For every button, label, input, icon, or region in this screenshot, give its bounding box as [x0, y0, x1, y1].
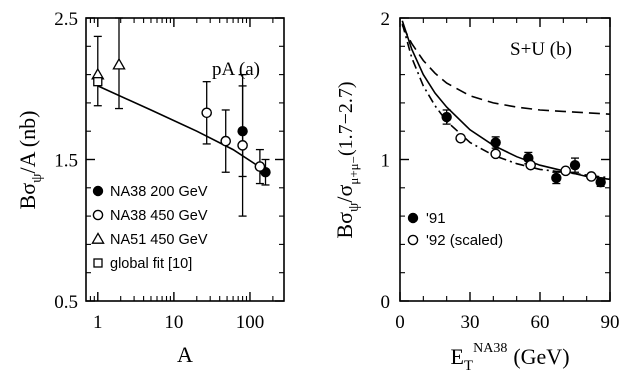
- panel-a-x-tick-label: 10: [164, 312, 183, 333]
- panel-a-data-point: [112, 57, 126, 70]
- panel-b-data-point: [595, 176, 606, 188]
- panel-b-legend-marker: [407, 212, 419, 224]
- panel-b-y-tick-label: 2: [381, 9, 391, 30]
- panel-a-legend-label: global fit [10]: [110, 256, 192, 272]
- panel-b-x-tick-label: 90: [601, 312, 620, 333]
- panel-b-data-point: [560, 165, 571, 177]
- panel-b-y-label-main: Bσ: [332, 212, 357, 239]
- panel-b-data-point: [525, 159, 536, 171]
- panel-a-label: pA (a): [212, 59, 260, 80]
- panel-a-legend-marker: [92, 185, 104, 197]
- panel-a-data-point: [254, 161, 266, 172]
- panel-b-legend-label: '92 (scaled): [426, 232, 503, 249]
- panel-b-y-tick-label: 1: [381, 151, 391, 172]
- panel-b-data-point: [441, 111, 452, 123]
- panel-b-x-tick-label: 30: [461, 312, 480, 333]
- panel-a-data-point: [93, 77, 103, 87]
- panel-b-label: S+U (b): [510, 39, 572, 60]
- panel-b-y-label-rest: (1.7−2.7): [335, 81, 357, 156]
- panel-a-x-tick-label: 100: [236, 312, 265, 333]
- panel-b-x-label-main: E: [450, 344, 463, 369]
- panel-b-y-label-sub2: μ+μ−: [346, 156, 361, 185]
- panel-b: 0 30 60 90 0 1 2 S+U (b) ETNA38 (GeV) Bσψ/σμ+μ−…: [332, 9, 620, 374]
- panel-a-x-tick-label: 1: [93, 312, 103, 333]
- panel-b-y-tick-label: 0: [381, 292, 391, 313]
- panel-a-legend-label: NA51 450 GeV: [110, 232, 208, 248]
- panel-b-data-point: [490, 137, 501, 148]
- panel-a-y-tick-label: 0.5: [54, 292, 78, 313]
- panel-a-legend-marker: [93, 258, 103, 268]
- panel-b-curve-dashed: [401, 24, 611, 115]
- panel-a-y-label-rest: /A (nb): [15, 111, 40, 174]
- panel-a-legend-label: NA38 200 GeV: [110, 184, 208, 200]
- panel-a-legend-label: NA38 450 GeV: [110, 208, 208, 224]
- panel-a-y-label-main: Bσ: [15, 183, 40, 210]
- panel-a-fit-line: [97, 85, 266, 172]
- panel-b-data-point: [455, 132, 466, 144]
- panel-b-legend: '91 '92 (scaled): [407, 210, 503, 249]
- panel-a-data-point: [237, 140, 248, 151]
- panel-b-legend-label: '91: [426, 210, 446, 227]
- panel-a-fit-curve: [97, 85, 266, 172]
- panel-a: 1 10 100 0.5 1.5 2.5 pA (a) A Bσψ/A (nb) NA38…: [15, 9, 285, 367]
- panel-b-data-point: [569, 159, 581, 171]
- panel-b-data-point: [551, 172, 562, 184]
- panel-b-data-point: [586, 171, 597, 182]
- panel-a-data-point: [220, 135, 232, 147]
- panel-b-grid-ticks: 0 30 60 90 0 1 2: [381, 9, 620, 333]
- panel-b-y-label-sub1: ψ: [346, 202, 362, 212]
- panel-a-legend: NA38 200 GeV NA38 450 GeV NA51 450 GeV glob…: [91, 184, 208, 272]
- panel-b-y-label-mid: /σ: [332, 185, 357, 203]
- panel-b-x-axis-label: ETNA38 (GeV): [450, 341, 569, 374]
- panel-a-y-tick-label: 2.5: [54, 9, 78, 30]
- panel-b-x-label-sup: NA38: [473, 341, 507, 356]
- panel-b-curve-dash-dot: [401, 23, 611, 179]
- panel-b-data-point: [490, 148, 501, 160]
- panel-a-x-axis-label: A: [177, 342, 193, 367]
- panel-b-x-label-sub: T: [464, 358, 473, 374]
- panel-b-legend-marker: [407, 234, 419, 246]
- panel-a-y-tick-label: 1.5: [54, 151, 78, 172]
- panel-b-curve-solid: [401, 20, 611, 181]
- panel-b-curves: [401, 20, 611, 181]
- panel-a-data-point: [201, 107, 213, 119]
- panel-a-points: [91, 17, 271, 217]
- panel-a-y-axis-label: Bσψ/A (nb): [15, 111, 45, 210]
- panel-a-y-label-sub: ψ: [29, 173, 45, 183]
- panel-a-legend-marker: [91, 232, 105, 244]
- panel-b-y-axis-label: Bσψ/σμ+μ−(1.7−2.7): [332, 81, 362, 238]
- panel-a-legend-marker: [92, 209, 104, 221]
- panel-b-x-tick-label: 0: [395, 312, 405, 333]
- panel-a-grid-ticks: 1 10 100 0.5 1.5 2.5: [54, 9, 284, 333]
- panel-b-points: [441, 109, 606, 188]
- panel-b-x-label-rest: (GeV): [513, 344, 569, 369]
- panel-b-x-tick-label: 60: [531, 312, 550, 333]
